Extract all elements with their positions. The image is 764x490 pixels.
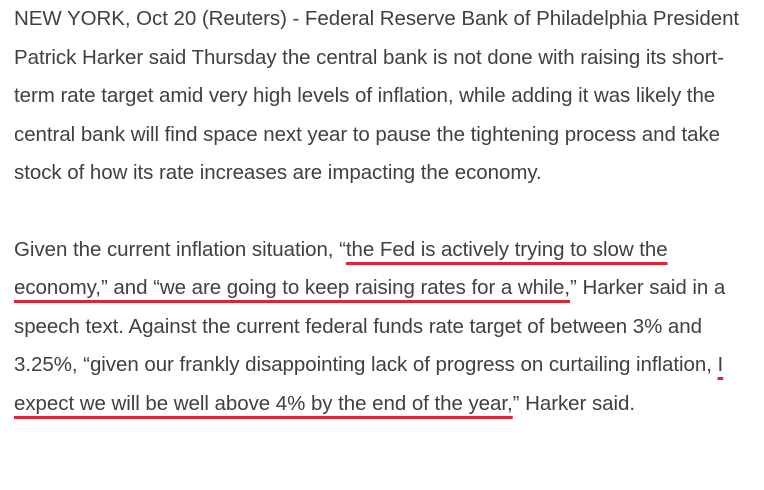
underlined-quote-rate-above-4: I expect we will be well above 4% by the… (14, 353, 724, 415)
paragraph-text-segment: ” Harker said in a speech text. Against … (14, 276, 726, 376)
underlined-quote-fed-slowing: the Fed is actively trying to slow the e… (14, 237, 668, 300)
paragraph-text-segment: ” Harker said. (512, 391, 636, 415)
article-body: NEW YORK, Oct 20 (Reuters) - Federal Res… (14, 0, 760, 423)
paragraph-quote: Given the current inflation situation, “… (14, 231, 760, 424)
paragraph-lead: NEW YORK, Oct 20 (Reuters) - Federal Res… (14, 7, 740, 184)
paragraph-text-segment: Given the current inflation situation, “ (14, 237, 346, 261)
